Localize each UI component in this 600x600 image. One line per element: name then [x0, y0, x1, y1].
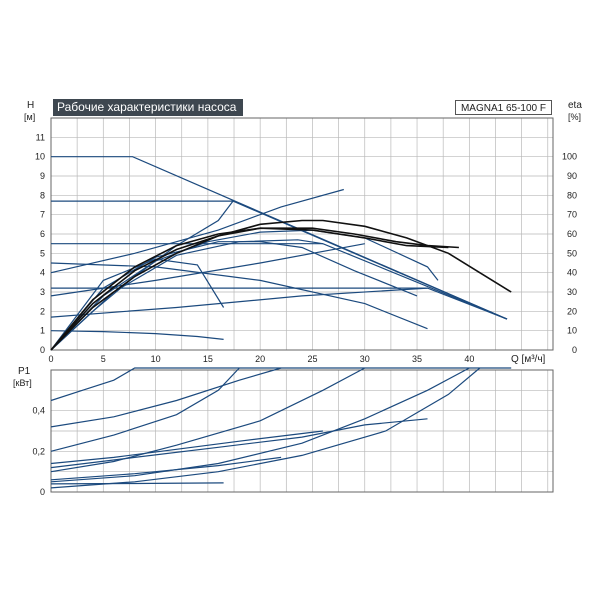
y2-tick-label-eta: 0: [572, 345, 577, 355]
y2-tick-label-eta: 80: [567, 190, 577, 200]
power-curve: [50, 367, 481, 489]
y-tick-label-power: 0: [40, 487, 45, 497]
power-curve: [50, 456, 282, 481]
y2-tick-label-eta: 40: [567, 268, 577, 278]
x-tick-label: 10: [151, 354, 161, 364]
x-tick-label: 35: [412, 354, 422, 364]
head-curve: [50, 239, 323, 351]
y2-tick-label-eta: 50: [567, 248, 577, 258]
y-tick-label-head: 9: [40, 171, 45, 181]
head-curve: [50, 229, 439, 351]
y2-tick-label-eta: 90: [567, 171, 577, 181]
y-tick-label-head: 4: [40, 268, 45, 278]
y2-axis-label-eta: eta: [568, 100, 582, 111]
efficiency-curve: [50, 219, 512, 351]
y-axis-unit-head: [м]: [24, 112, 35, 122]
y-tick-label-head: 0: [40, 345, 45, 355]
plot-frame: [50, 369, 554, 493]
x-tick-label: 5: [101, 354, 106, 364]
y-tick-label-head: 3: [40, 287, 45, 297]
y-tick-label-head: 10: [35, 152, 45, 162]
y-tick-label-head: 11: [36, 132, 45, 142]
head-curve: [50, 262, 428, 330]
power-curve: [50, 430, 323, 465]
head-curve: [51, 156, 508, 320]
power-curve: [50, 367, 282, 428]
head-chart-curves: [50, 156, 512, 351]
x-tick-label: 20: [255, 354, 265, 364]
plot-frame: [50, 117, 554, 351]
y-tick-label-head: 5: [40, 248, 45, 258]
y-tick-label-head: 6: [40, 229, 45, 239]
y2-tick-label-eta: 30: [567, 287, 577, 297]
chart-title-banner: Рабочие характеристики насоса: [53, 99, 243, 116]
power-chart-ticks: 0 0,2 0,4: [32, 406, 45, 497]
y2-tick-label-eta: 100: [562, 152, 577, 162]
x-tick-label: 25: [307, 354, 317, 364]
x-tick-label: 30: [360, 354, 370, 364]
y-tick-label-head: 1: [40, 326, 45, 336]
y2-tick-label-eta: 60: [567, 229, 577, 239]
power-curve: [50, 367, 366, 473]
head-curve: [50, 330, 224, 340]
power-curve: [50, 367, 512, 402]
x-tick-label: 40: [464, 354, 474, 364]
power-chart-curves: [50, 367, 512, 489]
y-axis-label-head: H: [27, 100, 34, 111]
y2-tick-label-eta: 10: [567, 326, 577, 336]
y-axis-label-power: P1: [18, 366, 31, 377]
y-tick-label-power: 0,4: [32, 406, 45, 416]
x-axis-label-flow: Q [м³/ч]: [511, 354, 546, 365]
power-curve: [50, 482, 224, 485]
pump-model-label: MAGNA1 65-100 F: [455, 100, 552, 115]
power-chart-frame: [50, 369, 554, 493]
y-tick-label-head: 8: [40, 190, 45, 200]
power-curve: [50, 367, 470, 483]
head-curve: [50, 241, 418, 351]
x-tick-label: 0: [48, 354, 53, 364]
y-tick-label-head: 7: [40, 210, 45, 220]
y-tick-label-head: 2: [40, 306, 45, 316]
head-curve: [50, 188, 344, 274]
efficiency-curve: [50, 227, 449, 351]
x-tick-label: 15: [203, 354, 213, 364]
head-chart-grid: [50, 117, 553, 351]
head-chart-ticks: 0 5 10 15 20 25 30 35 40 0 1 2 3 4 5 6 7 8 9 10 11 0 10 20 30 40 5…: [35, 132, 577, 364]
y-tick-label-power: 0,2: [32, 446, 45, 456]
y2-axis-unit-eta: [%]: [568, 112, 581, 122]
power-curve: [50, 418, 428, 469]
head-curve: [50, 287, 428, 318]
head-curve: [50, 258, 225, 351]
head-curve: [51, 287, 508, 320]
power-curve: [50, 367, 240, 452]
y2-tick-label-eta: 70: [567, 210, 577, 220]
y-axis-unit-power: [кВт]: [13, 378, 32, 388]
head-curve: [51, 243, 508, 320]
y2-tick-label-eta: 20: [567, 306, 577, 316]
head-chart-frame: [50, 117, 554, 351]
